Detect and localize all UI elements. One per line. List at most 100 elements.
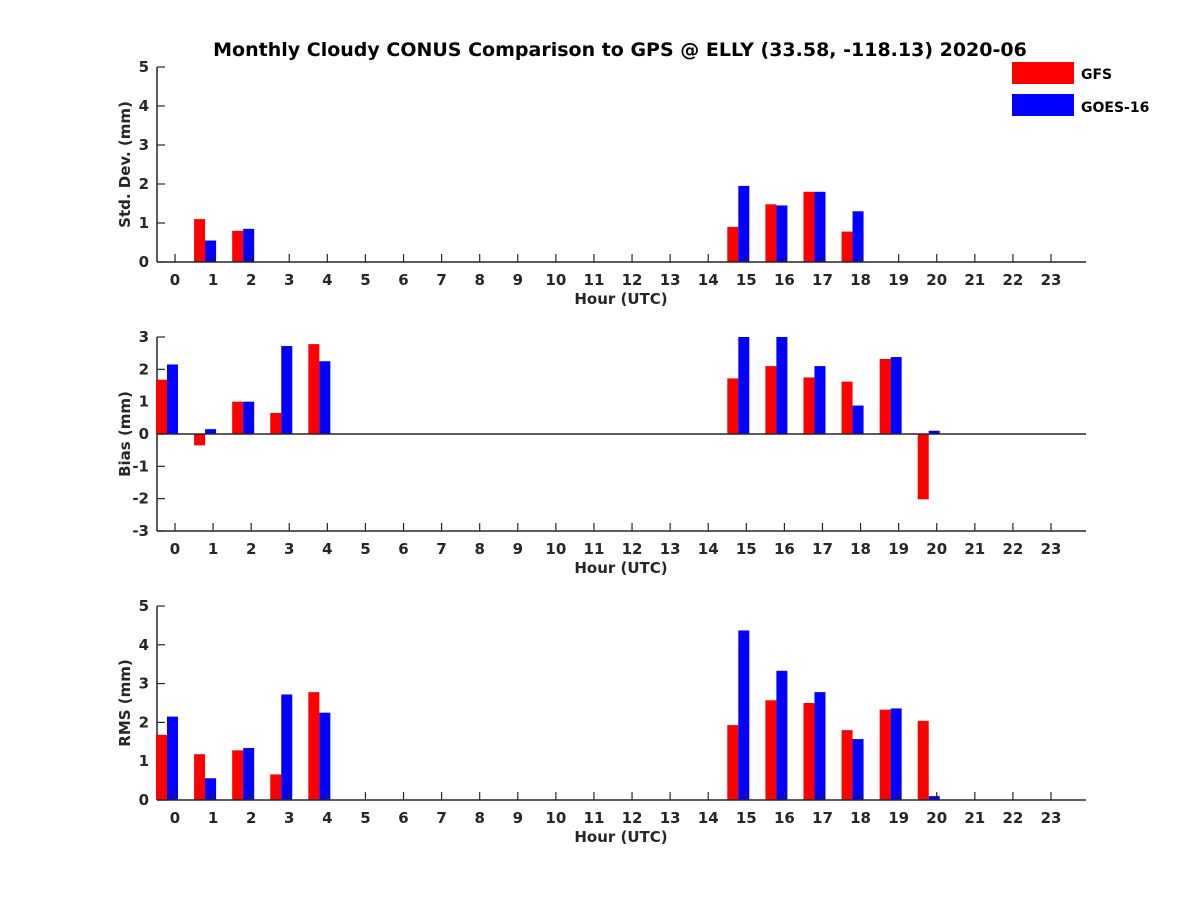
y-axis-label: RMS (mm) — [116, 659, 134, 746]
bar-goes-16-hour-4 — [319, 712, 331, 800]
x-tick-label: 13 — [660, 809, 681, 827]
x-tick-label: 1 — [208, 809, 218, 827]
y-tick-label: 5 — [139, 58, 149, 76]
x-axis-label: Hour (UTC) — [574, 559, 667, 577]
bar-goes-16-hour-20 — [928, 796, 940, 800]
bar-gfs-hour-20 — [917, 720, 929, 800]
bar-gfs-hour-15 — [727, 226, 739, 262]
x-tick-label: 12 — [622, 809, 643, 827]
bar-gfs-hour-18 — [841, 730, 853, 800]
x-tick-label: 17 — [812, 540, 833, 558]
x-tick-label: 18 — [850, 540, 871, 558]
x-tick-label: 5 — [360, 809, 370, 827]
y-tick-label: 3 — [139, 675, 149, 693]
bar-goes-16-hour-18 — [852, 739, 864, 800]
bar-goes-16-hour-15 — [738, 630, 750, 800]
bar-gfs-hour-3 — [270, 774, 282, 800]
x-tick-label: 20 — [926, 809, 947, 827]
x-axis-label: Hour (UTC) — [574, 290, 667, 308]
bar-goes-16-hour-18 — [852, 211, 864, 262]
y-axis-label: Bias (mm) — [116, 391, 134, 477]
x-tick-label: 15 — [736, 809, 757, 827]
bar-gfs-hour-20 — [917, 434, 929, 500]
bar-goes-16-hour-17 — [814, 366, 826, 434]
bar-gfs-hour-4 — [308, 692, 320, 800]
x-tick-label: 4 — [322, 271, 332, 289]
x-tick-label: 22 — [1002, 540, 1023, 558]
x-tick-label: 14 — [698, 540, 719, 558]
chart-title: Monthly Cloudy CONUS Comparison to GPS @… — [213, 39, 1027, 61]
x-tick-label: 11 — [584, 809, 605, 827]
y-tick-label: 5 — [139, 597, 149, 615]
x-tick-label: 7 — [436, 271, 446, 289]
x-tick-label: 17 — [812, 271, 833, 289]
y-tick-label: 1 — [139, 214, 149, 232]
bar-gfs-hour-17 — [803, 191, 815, 262]
bar-goes-16-hour-2 — [243, 228, 255, 262]
x-tick-label: 3 — [284, 809, 294, 827]
bar-gfs-hour-18 — [841, 381, 853, 434]
bar-goes-16-hour-19 — [890, 357, 902, 434]
x-tick-label: 1 — [208, 271, 218, 289]
x-tick-label: 4 — [322, 809, 332, 827]
bar-gfs-hour-1 — [194, 434, 206, 446]
bar-goes-16-hour-1 — [205, 429, 217, 434]
x-tick-label: 18 — [850, 271, 871, 289]
x-tick-label: 10 — [545, 271, 566, 289]
bar-goes-16-hour-17 — [814, 191, 826, 262]
x-tick-label: 6 — [398, 809, 408, 827]
x-tick-label: 5 — [360, 540, 370, 558]
x-tick-label: 5 — [360, 271, 370, 289]
bar-gfs-hour-16 — [765, 700, 777, 800]
x-tick-label: 2 — [246, 540, 256, 558]
y-tick-label: -1 — [132, 457, 149, 475]
x-tick-label: 0 — [170, 271, 180, 289]
x-tick-label: 7 — [436, 540, 446, 558]
bar-goes-16-hour-2 — [243, 748, 255, 800]
x-tick-label: 22 — [1002, 271, 1023, 289]
x-tick-label: 19 — [888, 271, 909, 289]
x-tick-label: 2 — [246, 271, 256, 289]
bar-goes-16-hour-3 — [281, 694, 293, 800]
bar-gfs-hour-19 — [879, 358, 891, 434]
x-tick-label: 17 — [812, 809, 833, 827]
legend-label-goes16: GOES-16 — [1081, 100, 1149, 116]
x-tick-label: 11 — [584, 540, 605, 558]
x-tick-label: 19 — [888, 540, 909, 558]
x-tick-label: 10 — [545, 809, 566, 827]
x-tick-label: 7 — [436, 809, 446, 827]
x-tick-label: 21 — [964, 540, 985, 558]
y-tick-label: -2 — [132, 490, 149, 508]
x-tick-label: 21 — [964, 271, 985, 289]
bar-goes-16-hour-16 — [776, 670, 788, 800]
bar-goes-16-hour-0 — [167, 716, 178, 800]
y-tick-label: -3 — [132, 522, 149, 540]
x-tick-label: 23 — [1041, 540, 1062, 558]
y-tick-label: 4 — [139, 636, 149, 654]
x-axis-label: Hour (UTC) — [574, 828, 667, 846]
x-tick-label: 15 — [736, 540, 757, 558]
x-tick-label: 16 — [774, 540, 795, 558]
x-tick-label: 10 — [545, 540, 566, 558]
x-tick-label: 1 — [208, 540, 218, 558]
x-tick-label: 14 — [698, 271, 719, 289]
bar-goes-16-hour-4 — [319, 361, 331, 434]
y-tick-label: 0 — [139, 253, 149, 271]
bar-goes-16-hour-15 — [738, 337, 750, 434]
y-tick-label: 2 — [139, 360, 149, 378]
bar-gfs-hour-15 — [727, 725, 739, 800]
x-tick-label: 11 — [584, 271, 605, 289]
x-tick-label: 9 — [513, 540, 523, 558]
bar-gfs-hour-0 — [156, 379, 167, 434]
y-tick-label: 3 — [139, 328, 149, 346]
bar-gfs-hour-2 — [232, 230, 244, 262]
bar-goes-16-hour-18 — [852, 405, 864, 434]
legend-swatch-goes16 — [1012, 94, 1074, 116]
x-tick-label: 23 — [1041, 809, 1062, 827]
bar-goes-16-hour-16 — [776, 205, 788, 262]
y-tick-label: 2 — [139, 713, 149, 731]
x-tick-label: 9 — [513, 271, 523, 289]
bar-goes-16-hour-16 — [776, 337, 788, 434]
